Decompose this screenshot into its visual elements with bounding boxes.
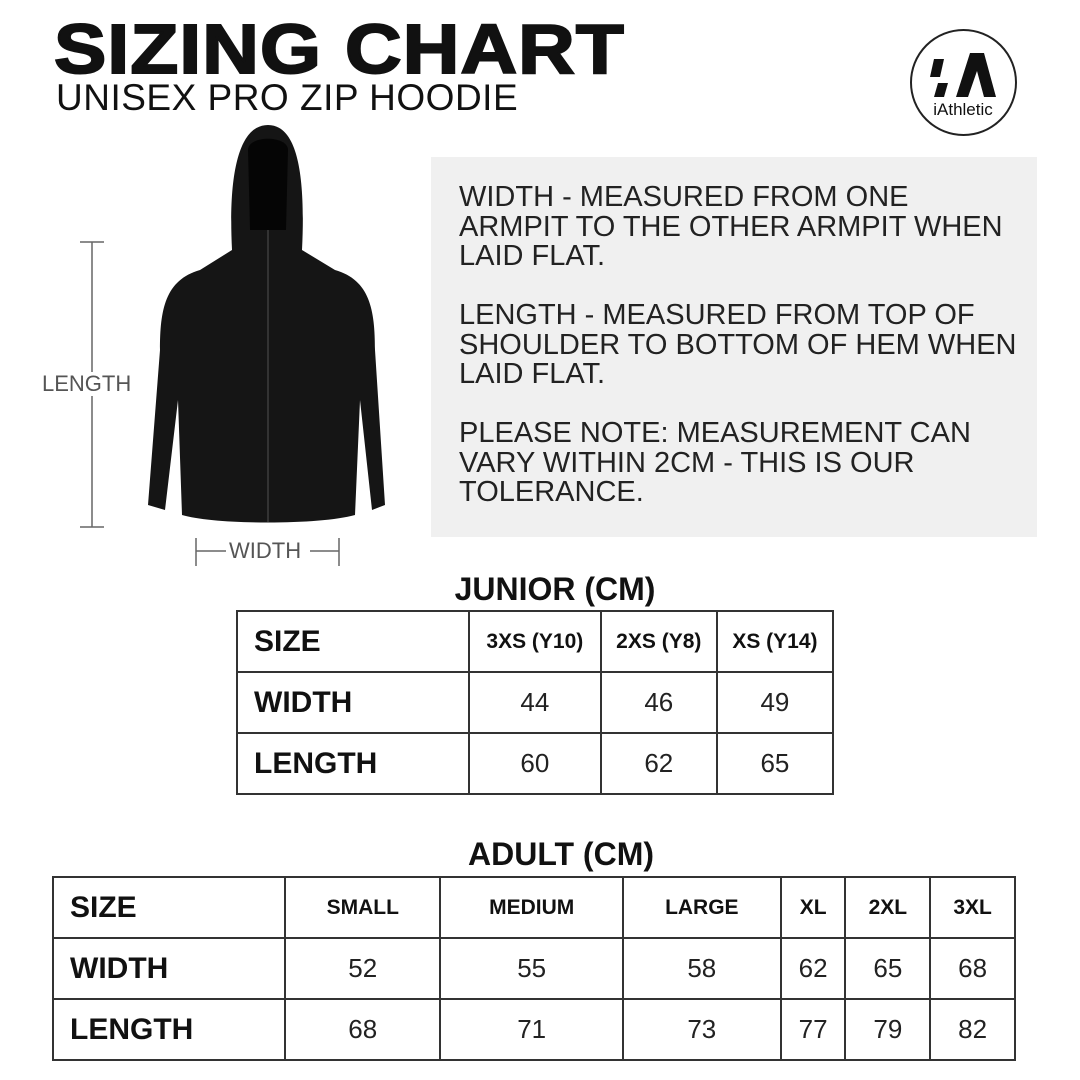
cell: 68 (283, 998, 442, 1061)
measurement-info-box: WIDTH - MEASURED FROM ONE ARMPIT TO THE … (431, 157, 1037, 537)
cell: 58 (621, 937, 782, 1000)
cell: 55 (439, 937, 624, 1000)
cell: 46 (599, 671, 718, 734)
header-cell: 2XS (Y8) (599, 610, 718, 673)
length-label: LENGTH (42, 371, 132, 396)
table-row: SIZE SMALL MEDIUM LARGE XL 2XL 3XL (52, 876, 1016, 939)
cell: 49 (715, 671, 835, 734)
cell: 82 (929, 998, 1016, 1061)
cell: 65 (715, 732, 835, 795)
page-title: SIZING CHART (53, 10, 625, 88)
cell: 65 (844, 937, 932, 1000)
row-label: WIDTH (236, 671, 470, 734)
header-cell: SIZE (52, 876, 286, 939)
cell: 44 (468, 671, 602, 734)
cell: 73 (621, 998, 782, 1061)
length-note: LENGTH - MEASURED FROM TOP OF SHOULDER T… (459, 299, 1017, 390)
junior-size-table: SIZE 3XS (Y10) 2XS (Y8) XS (Y14) WIDTH 44 46 4… (236, 610, 835, 795)
table-row: WIDTH 52 55 58 62 65 68 (52, 937, 1016, 1000)
cell: 62 (599, 732, 718, 795)
width-note: WIDTH - MEASURED FROM ONE ARMPIT TO THE … (459, 181, 1003, 272)
table-row: LENGTH 68 71 73 77 79 82 (52, 998, 1016, 1061)
adult-title: ADULT (CM) (467, 836, 654, 872)
width-label: WIDTH (229, 538, 302, 563)
header-cell: 2XL (844, 876, 932, 939)
cell: 79 (844, 998, 932, 1061)
header-cell: 3XL (929, 876, 1016, 939)
table-row: WIDTH 44 46 49 (236, 671, 835, 734)
row-label: WIDTH (52, 937, 286, 1000)
iathletic-logo: iAthletic (910, 29, 1017, 136)
header-cell: MEDIUM (439, 876, 624, 939)
adult-size-table: SIZE SMALL MEDIUM LARGE XL 2XL 3XL WIDTH 52 55 58… (52, 876, 1016, 1061)
product-subtitle: UNISEX PRO ZIP HOODIE (56, 77, 519, 118)
cell: 60 (468, 732, 602, 795)
header-cell: XS (Y14) (715, 610, 835, 673)
cell: 71 (439, 998, 624, 1061)
header-cell: SIZE (236, 610, 470, 673)
width-measure-line (195, 538, 340, 566)
row-label: LENGTH (236, 732, 470, 795)
cell: 52 (283, 937, 442, 1000)
header-cell: SMALL (283, 876, 442, 939)
junior-title: JUNIOR (CM) (454, 571, 656, 607)
header-cell: XL (779, 876, 847, 939)
hoodie-diagram (80, 125, 385, 566)
row-label: LENGTH (52, 998, 286, 1061)
hoodie-image (148, 125, 385, 523)
tolerance-note: PLEASE NOTE: MEASUREMENT CAN VARY WITHIN… (459, 417, 971, 508)
svg-text:iAthletic: iAthletic (933, 100, 993, 119)
cell: 77 (779, 998, 847, 1061)
header-cell: 3XS (Y10) (468, 610, 602, 673)
cell: 62 (779, 937, 847, 1000)
table-row: SIZE 3XS (Y10) 2XS (Y8) XS (Y14) (236, 610, 835, 673)
table-row: LENGTH 60 62 65 (236, 732, 835, 795)
cell: 68 (929, 937, 1016, 1000)
header-cell: LARGE (621, 876, 782, 939)
